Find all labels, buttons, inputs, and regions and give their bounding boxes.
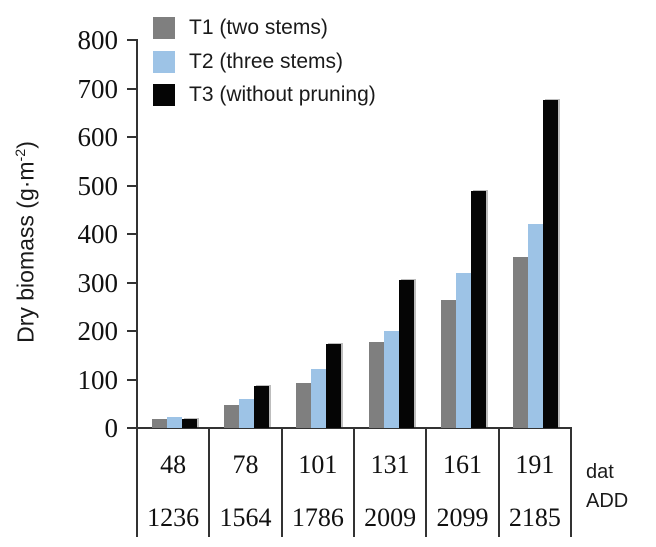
legend-row: T1 (two stems) [153,11,328,45]
x-table-divider [353,428,355,537]
bar-t2-group5 [456,272,471,428]
add-value-cell: 1564 [219,503,272,532]
bar-t1-group3 [296,383,312,428]
x-table-divider [498,428,500,537]
bar-t2-group2 [239,399,254,428]
dat-value-cell: 78 [232,450,259,479]
y-tick-label: 400 [77,219,119,249]
y-tick-mark [127,184,136,187]
y-tick-label: 300 [77,267,119,298]
legend-swatch-t2 [153,50,175,73]
dat-value-cell: 191 [515,450,555,479]
bar-t3-group5 [471,190,486,428]
add-value-cell: 2099 [436,503,489,532]
bar-t1-group2 [224,405,239,428]
bar-t3-group2 [254,385,269,428]
x-table-divider [208,428,210,537]
dat-value-cell: 161 [442,450,482,479]
y-tick-mark [127,136,136,138]
add-value-cell: 1236 [147,503,200,532]
legend-swatch-t1 [153,17,175,39]
legend-row: T2 (three stems) [153,45,343,79]
bar-t1-group1 [151,419,167,428]
y-tick-label: 100 [77,364,119,395]
y-tick-label: 800 [77,25,119,55]
y-tick-mark [127,427,136,429]
y-tick-label: 500 [77,170,119,201]
bar-t2-group3 [311,368,327,428]
legend-label-t1: T1 (two stems) [189,16,328,39]
y-tick-label: 0 [104,413,119,443]
dat-value-cell: 131 [370,450,410,479]
bar-t2-group4 [383,330,399,428]
legend-swatch-t3 [153,84,175,106]
y-tick-label: 700 [77,73,119,104]
bar-t3-group1 [181,418,197,428]
dat-value-cell: 101 [298,450,338,479]
y-tick-label: 600 [77,122,119,152]
x-axis-row-label-dat: dat [586,461,614,483]
add-value-cell: 2185 [508,503,561,532]
x-table-divider [281,428,283,537]
y-tick-mark [127,378,136,381]
x-table-divider [570,428,572,537]
legend-label-t2: T2 (three stems) [189,49,344,73]
x-table-divider [425,428,427,537]
bar-t1-group6 [513,256,529,428]
y-tick-mark [127,39,136,41]
add-value-cell: 2009 [364,503,417,532]
x-axis-row-label-add: ADD [586,490,629,512]
add-value-cell: 1786 [291,503,344,532]
legend-label-t3: T3 (without pruning) [189,83,376,106]
y-tick-mark [127,87,136,90]
bar-t3-group4 [398,279,414,428]
y-tick-label: 200 [77,316,119,346]
dat-value-cell: 48 [160,450,187,479]
y-axis-title-superscript: -2 [12,148,29,162]
bar-t2-group1 [166,416,182,428]
bar-t2-group6 [528,223,544,428]
bar-t1-group5 [441,300,456,428]
y-tick-mark [127,233,136,235]
bar-t3-group3 [326,343,342,428]
y-axis-line [136,39,138,429]
bar-t3-group6 [543,100,559,428]
y-tick-mark [127,281,136,284]
legend-row: T3 (without pruning) [153,78,376,112]
bar-t1-group4 [368,342,384,428]
x-table-divider [136,428,138,537]
y-tick-mark [127,330,136,332]
